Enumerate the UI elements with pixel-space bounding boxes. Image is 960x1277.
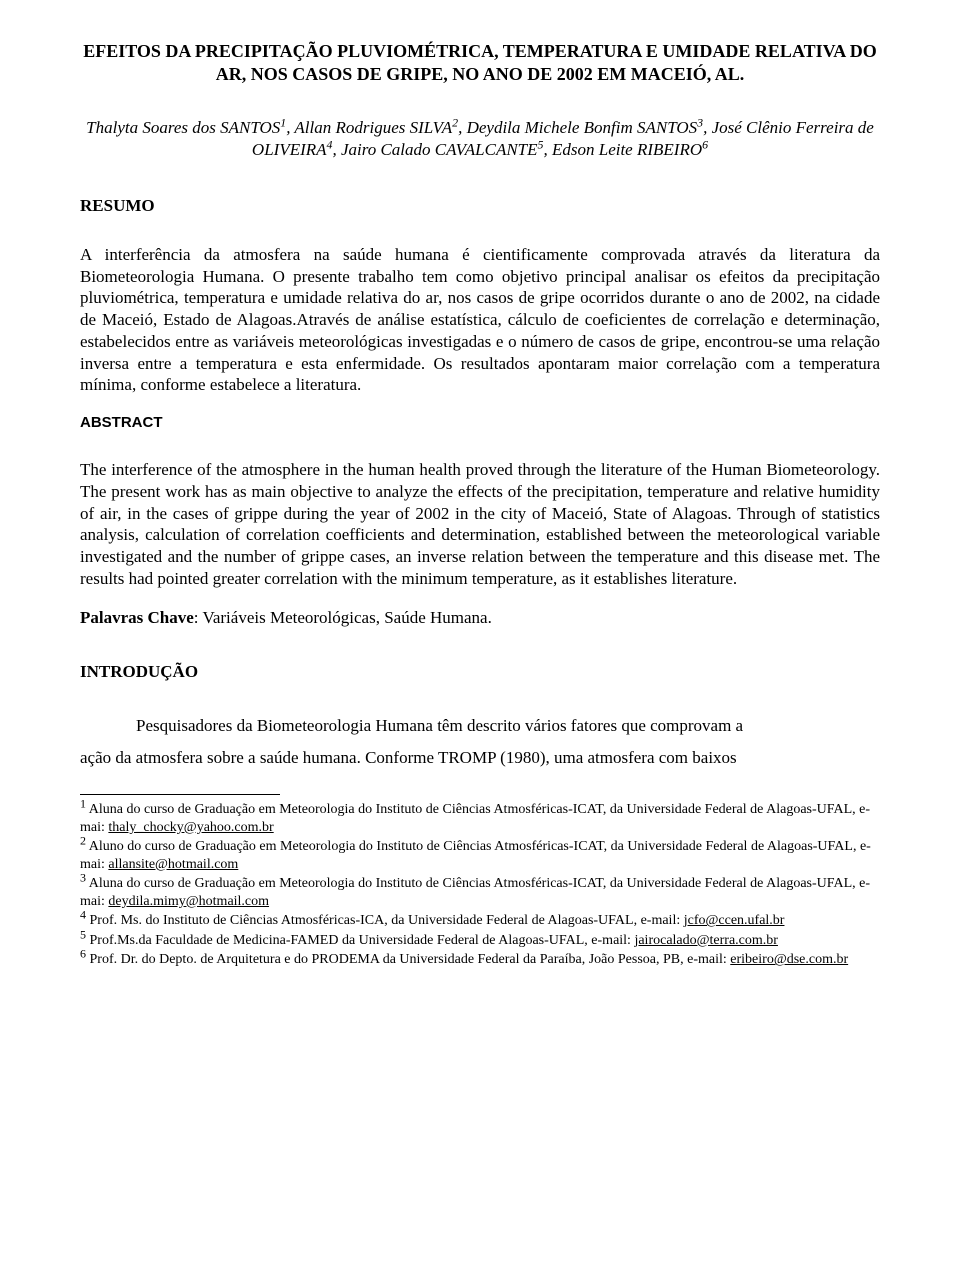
footnote-2: 2 Aluno do curso de Graduação em Meteoro… [80,838,880,873]
footnote-6: 6 Prof. Dr. do Depto. de Arquitetura e d… [80,951,880,969]
footnote-5-text: Prof.Ms.da Faculdade de Medicina-FAMED d… [86,933,634,948]
keywords-line: Palavras Chave: Variáveis Meteorológicas… [80,608,880,628]
intro-p2: ação da atmosfera sobre a saúde humana. … [80,742,880,774]
footnotes: 1 Aluna do curso de Graduação em Meteoro… [80,801,880,969]
footnote-2-email: allansite@hotmail.com [108,857,238,872]
footnote-4-email: jcfo@ccen.ufal.br [684,913,785,928]
authors-line: Thalyta Soares dos SANTOS1, Allan Rodrig… [80,117,880,161]
footnote-6-email: eribeiro@dse.com.br [730,952,848,967]
footnote-1-email: thaly_chocky@yahoo.com.br [108,820,273,835]
footnote-6-text: Prof. Dr. do Depto. de Arquitetura e do … [86,952,730,967]
footnote-4-text: Prof. Ms. do Instituto de Ciências Atmos… [86,913,684,928]
footnote-1: 1 Aluna do curso de Graduação em Meteoro… [80,801,880,836]
footnote-3: 3 Aluna do curso de Graduação em Meteoro… [80,875,880,910]
resumo-body: A interferência da atmosfera na saúde hu… [80,244,880,396]
author-5: , Jairo Calado CAVALCANTE [332,140,537,159]
abstract-body: The interference of the atmosphere in th… [80,459,880,590]
author-6: , Edson Leite RIBEIRO [543,140,702,159]
author-3: , Deydila Michele Bonfim SANTOS [458,118,697,137]
keywords-label: Palavras Chave [80,608,194,627]
footnote-4: 4 Prof. Ms. do Instituto de Ciências Atm… [80,912,880,930]
footnote-5-email: jairocalado@terra.com.br [634,933,778,948]
resumo-heading: RESUMO [80,196,880,216]
author-2: , Allan Rodrigues SILVA [286,118,452,137]
paper-title: EFEITOS DA PRECIPITAÇÃO PLUVIOMÉTRICA, T… [80,40,880,87]
introducao-heading: INTRODUÇÃO [80,662,880,682]
intro-p1: Pesquisadores da Biometeorologia Humana … [80,710,880,742]
abstract-heading: ABSTRACT [80,414,880,431]
keywords-value: : Variáveis Meteorológicas, Saúde Humana… [194,608,492,627]
author-6-sup: 6 [702,137,708,151]
footnote-3-email: deydila.mimy@hotmail.com [108,894,269,909]
footnote-separator [80,794,280,795]
footnote-5: 5 Prof.Ms.da Faculdade de Medicina-FAMED… [80,932,880,950]
author-1: Thalyta Soares dos SANTOS [86,118,280,137]
